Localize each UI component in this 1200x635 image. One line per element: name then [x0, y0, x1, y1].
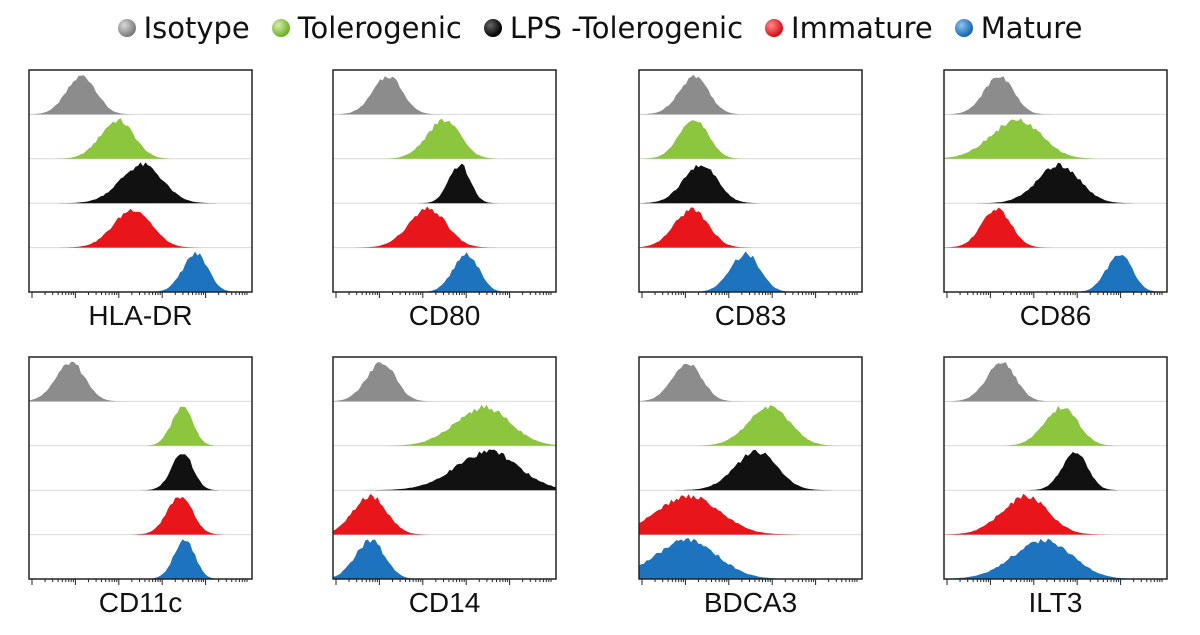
legend-item-lps-tolerogenic: LPS -Tolerogenic [483, 11, 744, 45]
panel-cd83 [638, 69, 863, 298]
legend-item-tolerogenic: Tolerogenic [271, 11, 462, 45]
panel-label-cd86: CD86 [1019, 300, 1092, 331]
histogram-hla-dr-immature [29, 208, 252, 248]
histogram-bdca3-mature [639, 538, 862, 579]
histogram-cd14-immature [333, 494, 556, 535]
histogram-cd80-lps-tolerogenic [333, 163, 556, 204]
x-axis-ticks [31, 292, 248, 298]
panel-label-ilt3: ILT3 [1028, 587, 1083, 618]
panel-label-cd80: CD80 [408, 300, 481, 331]
panel-frame [332, 69, 557, 293]
x-axis-ticks [335, 579, 552, 585]
histogram-cd80-mature [333, 252, 556, 292]
histogram-cd11c-lps-tolerogenic [29, 454, 252, 491]
histogram-cd83-immature [639, 207, 862, 248]
panel-hla-dr [28, 69, 253, 298]
histogram-cd14-lps-tolerogenic [333, 449, 556, 491]
histogram-bdca3-isotype [639, 363, 862, 402]
legend-dot-lps-tolerogenic [483, 19, 502, 37]
histogram-cd14-tolerogenic [333, 404, 556, 446]
panel-cd14 [332, 356, 557, 585]
panel-label-bdca3: BDCA3 [703, 587, 798, 618]
histogram-cd86-immature [944, 207, 1167, 248]
panel-frame [943, 356, 1168, 580]
histogram-cd11c-isotype [29, 361, 252, 402]
legend-dot-immature [765, 19, 784, 37]
legend-dot-isotype [117, 19, 136, 37]
panel-label-cd14: CD14 [408, 587, 481, 618]
histogram-cd86-lps-tolerogenic [944, 162, 1167, 204]
histogram-hla-dr-mature [29, 251, 252, 292]
panel-cd11c [28, 356, 253, 585]
x-axis-ticks [946, 292, 1163, 298]
histogram-cd86-tolerogenic [944, 118, 1167, 159]
histogram-cd83-lps-tolerogenic [639, 164, 862, 204]
histogram-cd11c-mature [29, 539, 252, 579]
panel-frame [638, 69, 863, 293]
legend-dot-tolerogenic [271, 19, 290, 37]
histogram-ilt3-lps-tolerogenic [944, 452, 1167, 491]
histogram-ilt3-immature [944, 493, 1167, 535]
histogram-ilt3-isotype [944, 362, 1167, 402]
legend-dot-mature [954, 19, 973, 37]
panel-frame [332, 356, 557, 580]
x-axis-ticks [335, 292, 552, 298]
legend-label-tolerogenic: Tolerogenic [297, 11, 462, 45]
legend-item-isotype: Isotype [117, 11, 250, 45]
panel-ilt3 [943, 356, 1168, 585]
panel-label-hla-dr: HLA-DR [88, 300, 193, 331]
legend-label-isotype: Isotype [143, 11, 250, 45]
histogram-ilt3-tolerogenic [944, 405, 1167, 446]
x-axis-ticks [946, 579, 1163, 585]
histogram-cd80-immature [333, 206, 556, 248]
panel-label-cd83: CD83 [714, 300, 787, 331]
histogram-cd80-isotype [333, 76, 556, 115]
x-axis-ticks [641, 579, 858, 585]
histogram-cd86-isotype [944, 76, 1167, 115]
x-axis-ticks [641, 292, 858, 298]
histogram-cd80-tolerogenic [333, 118, 556, 159]
panel-cd86 [943, 69, 1168, 298]
legend-item-mature: Mature [954, 11, 1083, 45]
histogram-hla-dr-tolerogenic [29, 118, 252, 159]
histogram-hla-dr-isotype [29, 75, 252, 115]
histogram-hla-dr-lps-tolerogenic [29, 162, 252, 204]
histogram-cd83-mature [639, 251, 862, 292]
legend-label-lps-tolerogenic: LPS -Tolerogenic [509, 11, 744, 45]
histogram-cd14-mature [333, 539, 556, 579]
histogram-cd14-isotype [333, 362, 556, 402]
histogram-bdca3-lps-tolerogenic [639, 449, 862, 491]
histogram-cd86-mature [944, 254, 1167, 292]
histogram-bdca3-tolerogenic [639, 405, 862, 446]
histogram-bdca3-immature [639, 494, 862, 535]
panel-label-cd11c: CD11c [98, 587, 183, 618]
panel-frame [28, 356, 253, 580]
panel-frame [638, 356, 863, 580]
histogram-cd11c-tolerogenic [29, 406, 252, 446]
panel-frame [28, 69, 253, 293]
histogram-cd83-isotype [639, 74, 862, 115]
panel-frame [943, 69, 1168, 293]
histogram-cd11c-immature [29, 496, 252, 535]
histogram-ilt3-mature [944, 538, 1167, 579]
x-axis-ticks [31, 579, 248, 585]
histogram-cd83-tolerogenic [639, 120, 862, 159]
legend: Isotype Tolerogenic LPS -Tolerogenic Imm… [0, 6, 1200, 50]
legend-label-immature: Immature [791, 11, 933, 45]
legend-item-immature: Immature [765, 11, 933, 45]
panel-cd80 [332, 69, 557, 298]
legend-label-mature: Mature [980, 11, 1083, 45]
panel-bdca3 [638, 356, 863, 585]
